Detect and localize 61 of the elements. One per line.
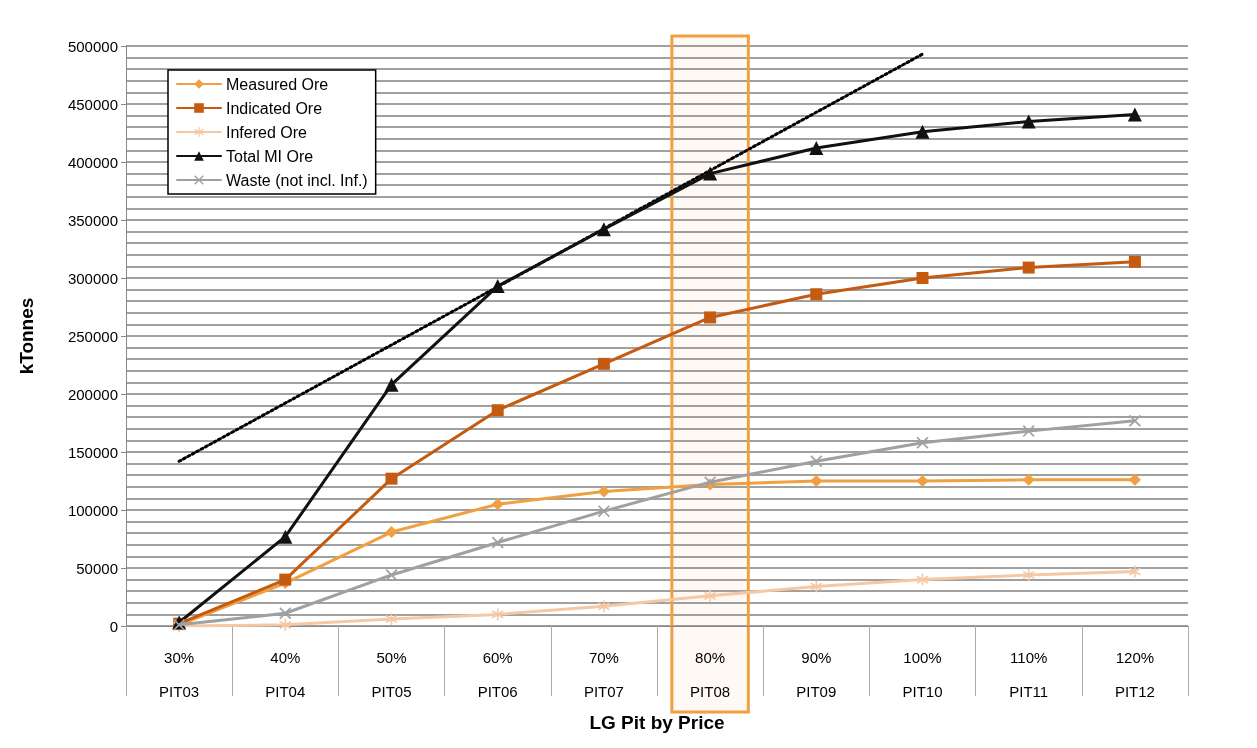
y-tick-label: 50000 — [76, 559, 118, 577]
legend-label: Measured Ore — [226, 75, 329, 93]
x-tick-label: 50% PIT05 — [371, 648, 412, 700]
point — [1127, 107, 1142, 122]
point — [1022, 568, 1035, 581]
point — [1022, 473, 1035, 486]
point — [810, 455, 823, 468]
x-tick-label: 80% PIT08 — [690, 648, 731, 700]
x-tick-label: 100% PIT10 — [902, 648, 943, 700]
point — [810, 288, 823, 301]
y-tick-label: 500000 — [67, 37, 118, 55]
point — [596, 222, 611, 237]
point — [491, 536, 504, 549]
point — [1128, 565, 1141, 578]
point — [384, 377, 399, 392]
point — [597, 485, 610, 498]
point — [704, 311, 717, 324]
point — [597, 357, 610, 370]
x-tick-label: 90% PIT09 — [796, 648, 837, 700]
x-tick-label: 120% PIT12 — [1114, 648, 1155, 700]
point — [1021, 114, 1036, 129]
point — [915, 124, 930, 139]
point — [1128, 255, 1141, 268]
x-tick-label: 30% PIT03 — [159, 648, 200, 700]
point — [279, 573, 292, 586]
y-tick-label: 400000 — [67, 153, 118, 171]
point — [491, 608, 504, 621]
point — [597, 505, 610, 518]
legend-label: Total MI Ore — [226, 147, 314, 165]
legend-label: Infered Ore — [226, 123, 308, 141]
point — [916, 475, 929, 487]
point — [1022, 425, 1035, 438]
x-axis-title: LG Pit by Price — [589, 711, 725, 733]
x-tick-label: 60% PIT06 — [477, 648, 518, 700]
point — [704, 589, 717, 602]
y-axis-title: kTonnes — [16, 297, 37, 375]
y-tick-label: 450000 — [67, 95, 118, 113]
legend-label: Waste (not incl. Inf.) — [226, 171, 368, 189]
y-tick-label: 300000 — [67, 269, 118, 287]
point — [278, 529, 293, 544]
x-tick-label: 70% PIT07 — [583, 648, 624, 700]
x-tick-label: 40% PIT04 — [265, 648, 306, 700]
legend-label: Indicated Ore — [226, 99, 323, 117]
point — [1022, 261, 1035, 274]
point — [279, 607, 292, 620]
y-tick-label: 200000 — [67, 385, 118, 403]
y-tick-label: 350000 — [67, 211, 118, 229]
point — [491, 498, 504, 511]
x-tick-label: 110% PIT11 — [1009, 648, 1049, 700]
point — [491, 404, 504, 417]
y-tick-label: 150000 — [67, 443, 118, 461]
point — [597, 600, 610, 613]
point — [385, 472, 398, 485]
point — [490, 279, 505, 294]
point — [703, 166, 718, 181]
y-tick-label: 0 — [109, 617, 118, 635]
point — [916, 272, 929, 284]
y-tick-label: 250000 — [67, 327, 118, 345]
point — [809, 141, 824, 156]
y-tick-label: 100000 — [67, 501, 118, 519]
point — [385, 526, 398, 539]
